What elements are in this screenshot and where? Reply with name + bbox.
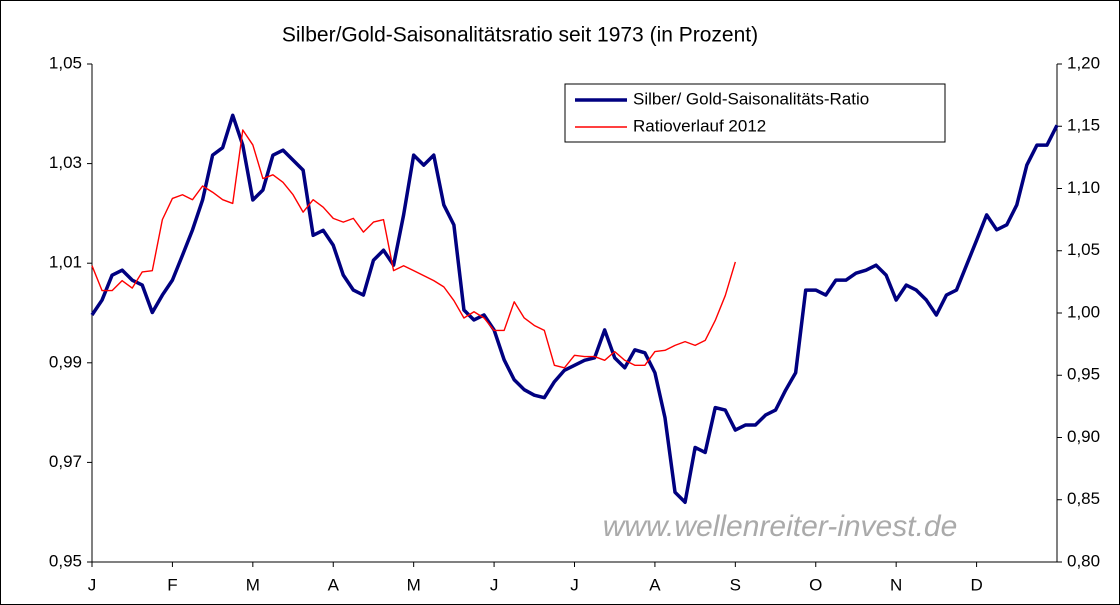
y-tick-label: 0,97 — [49, 452, 82, 471]
y2-tick-label: 1,00 — [1067, 302, 1100, 321]
watermark: www.wellenreiter-invest.de — [603, 510, 958, 543]
y-tick-label: 1,03 — [49, 153, 82, 172]
x-tick-label: J — [88, 575, 97, 594]
x-tick-label: S — [730, 575, 741, 594]
legend-box — [564, 83, 946, 143]
y2-tick-label: 1,05 — [1067, 240, 1100, 259]
series-line — [91, 129, 737, 369]
x-tick-label: N — [890, 575, 902, 594]
x-tick-label: J — [490, 575, 499, 594]
x-tick-label: D — [970, 575, 982, 594]
y2-tick-label: 0,85 — [1067, 489, 1100, 508]
x-tick-label: M — [246, 575, 260, 594]
y2-tick-label: 0,80 — [1067, 551, 1100, 570]
y2-tick-label: 1,20 — [1067, 53, 1100, 72]
y2-tick-label: 0,90 — [1067, 427, 1100, 446]
y-tick-label: 1,01 — [49, 253, 82, 272]
x-tick-label: M — [407, 575, 421, 594]
x-tick-label: F — [167, 575, 177, 594]
y2-tick-label: 0,95 — [1067, 365, 1100, 384]
legend-label: Silber/ Gold-Saisonalitäts-Ratio — [633, 89, 869, 108]
y-tick-label: 1,05 — [49, 53, 82, 72]
y2-tick-label: 1,15 — [1067, 116, 1100, 135]
x-tick-label: J — [570, 575, 579, 594]
chart-title: Silber/Gold-Saisonalitätsratio seit 1973… — [282, 24, 758, 47]
x-tick-label: O — [809, 575, 822, 594]
x-tick-label: A — [328, 575, 340, 594]
legend-label: Ratioverlauf 2012 — [633, 116, 766, 135]
series-line — [90, 113, 1059, 504]
x-tick-label: A — [649, 575, 661, 594]
y-tick-label: 0,99 — [49, 352, 82, 371]
y2-tick-label: 1,10 — [1067, 178, 1100, 197]
y-tick-label: 0,95 — [49, 551, 82, 570]
